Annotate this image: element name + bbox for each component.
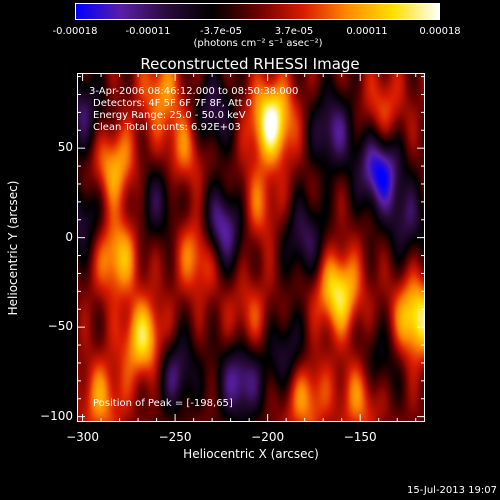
heatmap-image bbox=[77, 73, 425, 422]
colorbar-tick-label: 0.00018 bbox=[419, 26, 461, 37]
overlay-energy: Energy Range: 25.0 - 50.0 keV bbox=[93, 110, 246, 121]
plot-area: 3-Apr-2006 08:46:12.000 to 08:50:38.000 … bbox=[77, 73, 425, 422]
x-axis-ticks bbox=[82, 73, 417, 422]
colorbar-tick-label: -0.00011 bbox=[125, 26, 171, 37]
y-tick-label: 0 bbox=[65, 229, 73, 244]
y-axis-ticks bbox=[77, 76, 425, 418]
colorbar-tick-label: -3.7e-05 bbox=[200, 26, 242, 37]
overlay-detectors: Detectors: 4F 5F 6F 7F 8F, Att 0 bbox=[93, 98, 253, 109]
x-tick-label: −150 bbox=[343, 430, 377, 444]
x-axis-title: Heliocentric X (arcsec) bbox=[183, 447, 319, 461]
colorbar bbox=[75, 3, 440, 20]
footer-timestamp: 15-Jul-2013 19:07 bbox=[406, 485, 497, 496]
overlay-peak: Position of Peak = [-198,65] bbox=[93, 398, 233, 409]
colorbar-tick-label: 3.7e-05 bbox=[274, 26, 314, 37]
y-tick-label: −50 bbox=[47, 319, 73, 334]
chart-title: Reconstructed RHESSI Image bbox=[140, 55, 360, 73]
colorbar-tick-label: -0.00018 bbox=[52, 26, 98, 37]
x-tick-label: −250 bbox=[158, 430, 192, 444]
x-tick-label: −200 bbox=[251, 430, 285, 444]
colorbar-gradient bbox=[76, 4, 439, 19]
y-tick-label: −100 bbox=[40, 408, 73, 423]
colorbar-units: (photons cm⁻² s⁻¹ asec⁻²) bbox=[193, 38, 323, 49]
y-tick-label: 50 bbox=[57, 140, 73, 155]
y-axis-title: Heliocentric Y (arcsec) bbox=[6, 180, 20, 316]
overlay-time: 3-Apr-2006 08:46:12.000 to 08:50:38.000 bbox=[89, 86, 299, 97]
colorbar-tick-label: 0.00011 bbox=[346, 26, 388, 37]
x-tick-label: −300 bbox=[66, 430, 100, 444]
overlay-clean: Clean Total counts: 6.92E+03 bbox=[93, 122, 241, 133]
plot-frame bbox=[77, 73, 425, 422]
